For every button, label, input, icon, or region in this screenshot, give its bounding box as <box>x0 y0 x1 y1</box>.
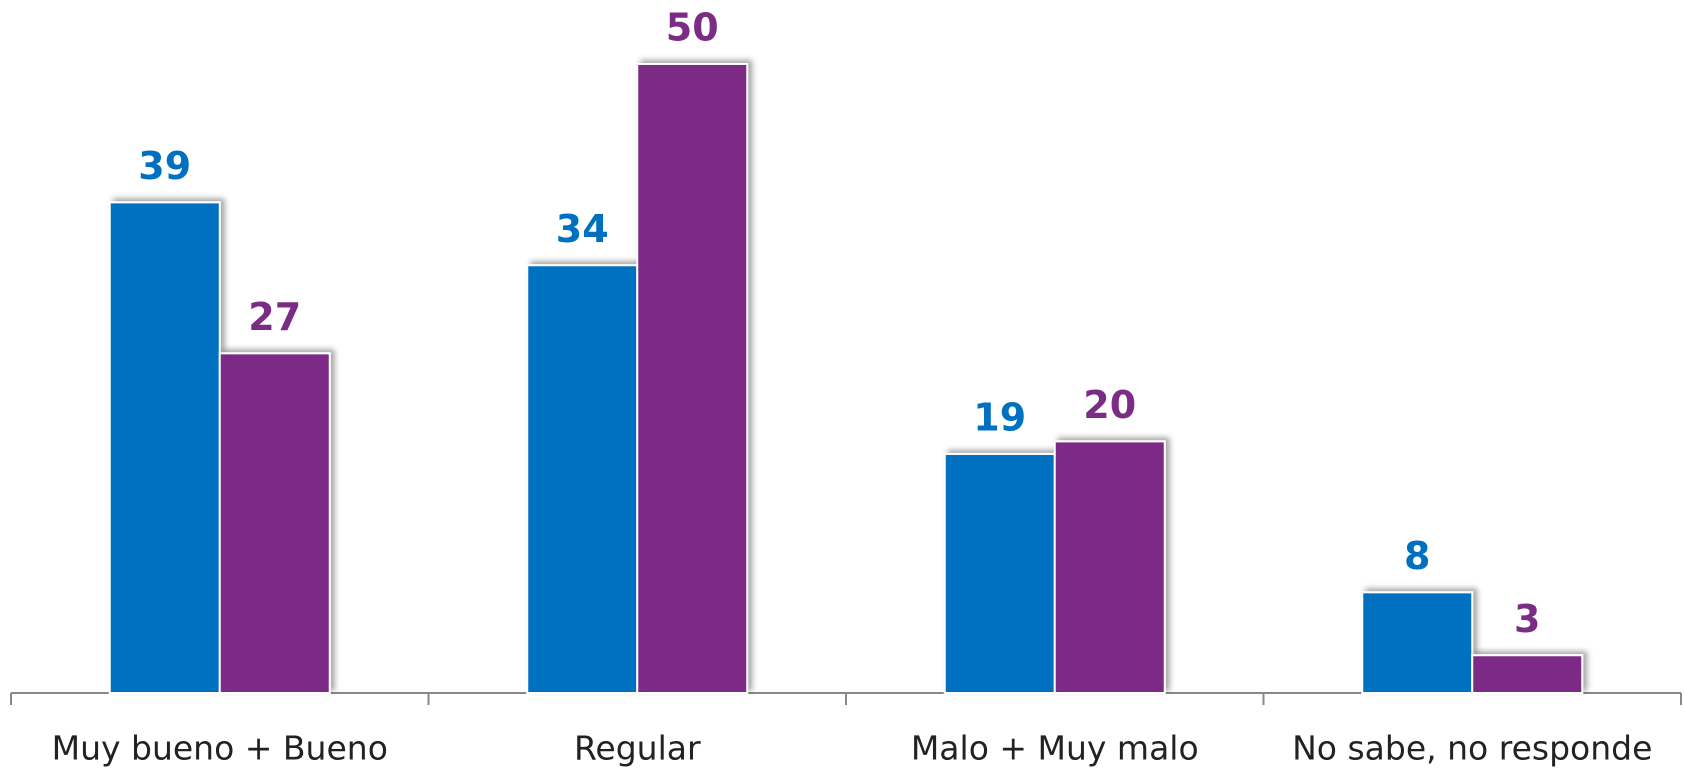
value-label: 19 <box>973 395 1026 439</box>
value-label: 20 <box>1083 383 1136 427</box>
x-tick-label: Malo + Muy malo <box>911 729 1199 768</box>
value-label: 8 <box>1404 534 1430 578</box>
value-label: 3 <box>1514 597 1540 641</box>
value-label: 34 <box>556 207 609 251</box>
bar <box>526 264 639 694</box>
bar <box>636 63 749 694</box>
bar <box>218 352 331 694</box>
bar <box>1361 591 1474 694</box>
x-tick-label: No sabe, no responde <box>1292 729 1652 768</box>
bar <box>1053 440 1166 694</box>
value-label: 27 <box>248 295 301 339</box>
x-tick-label: Regular <box>574 729 701 768</box>
value-label: 39 <box>138 144 191 188</box>
x-tick-label: Muy bueno + Bueno <box>52 729 388 768</box>
value-label: 50 <box>666 6 719 50</box>
bar <box>1471 654 1584 695</box>
bar <box>943 452 1056 695</box>
bar <box>108 201 221 694</box>
